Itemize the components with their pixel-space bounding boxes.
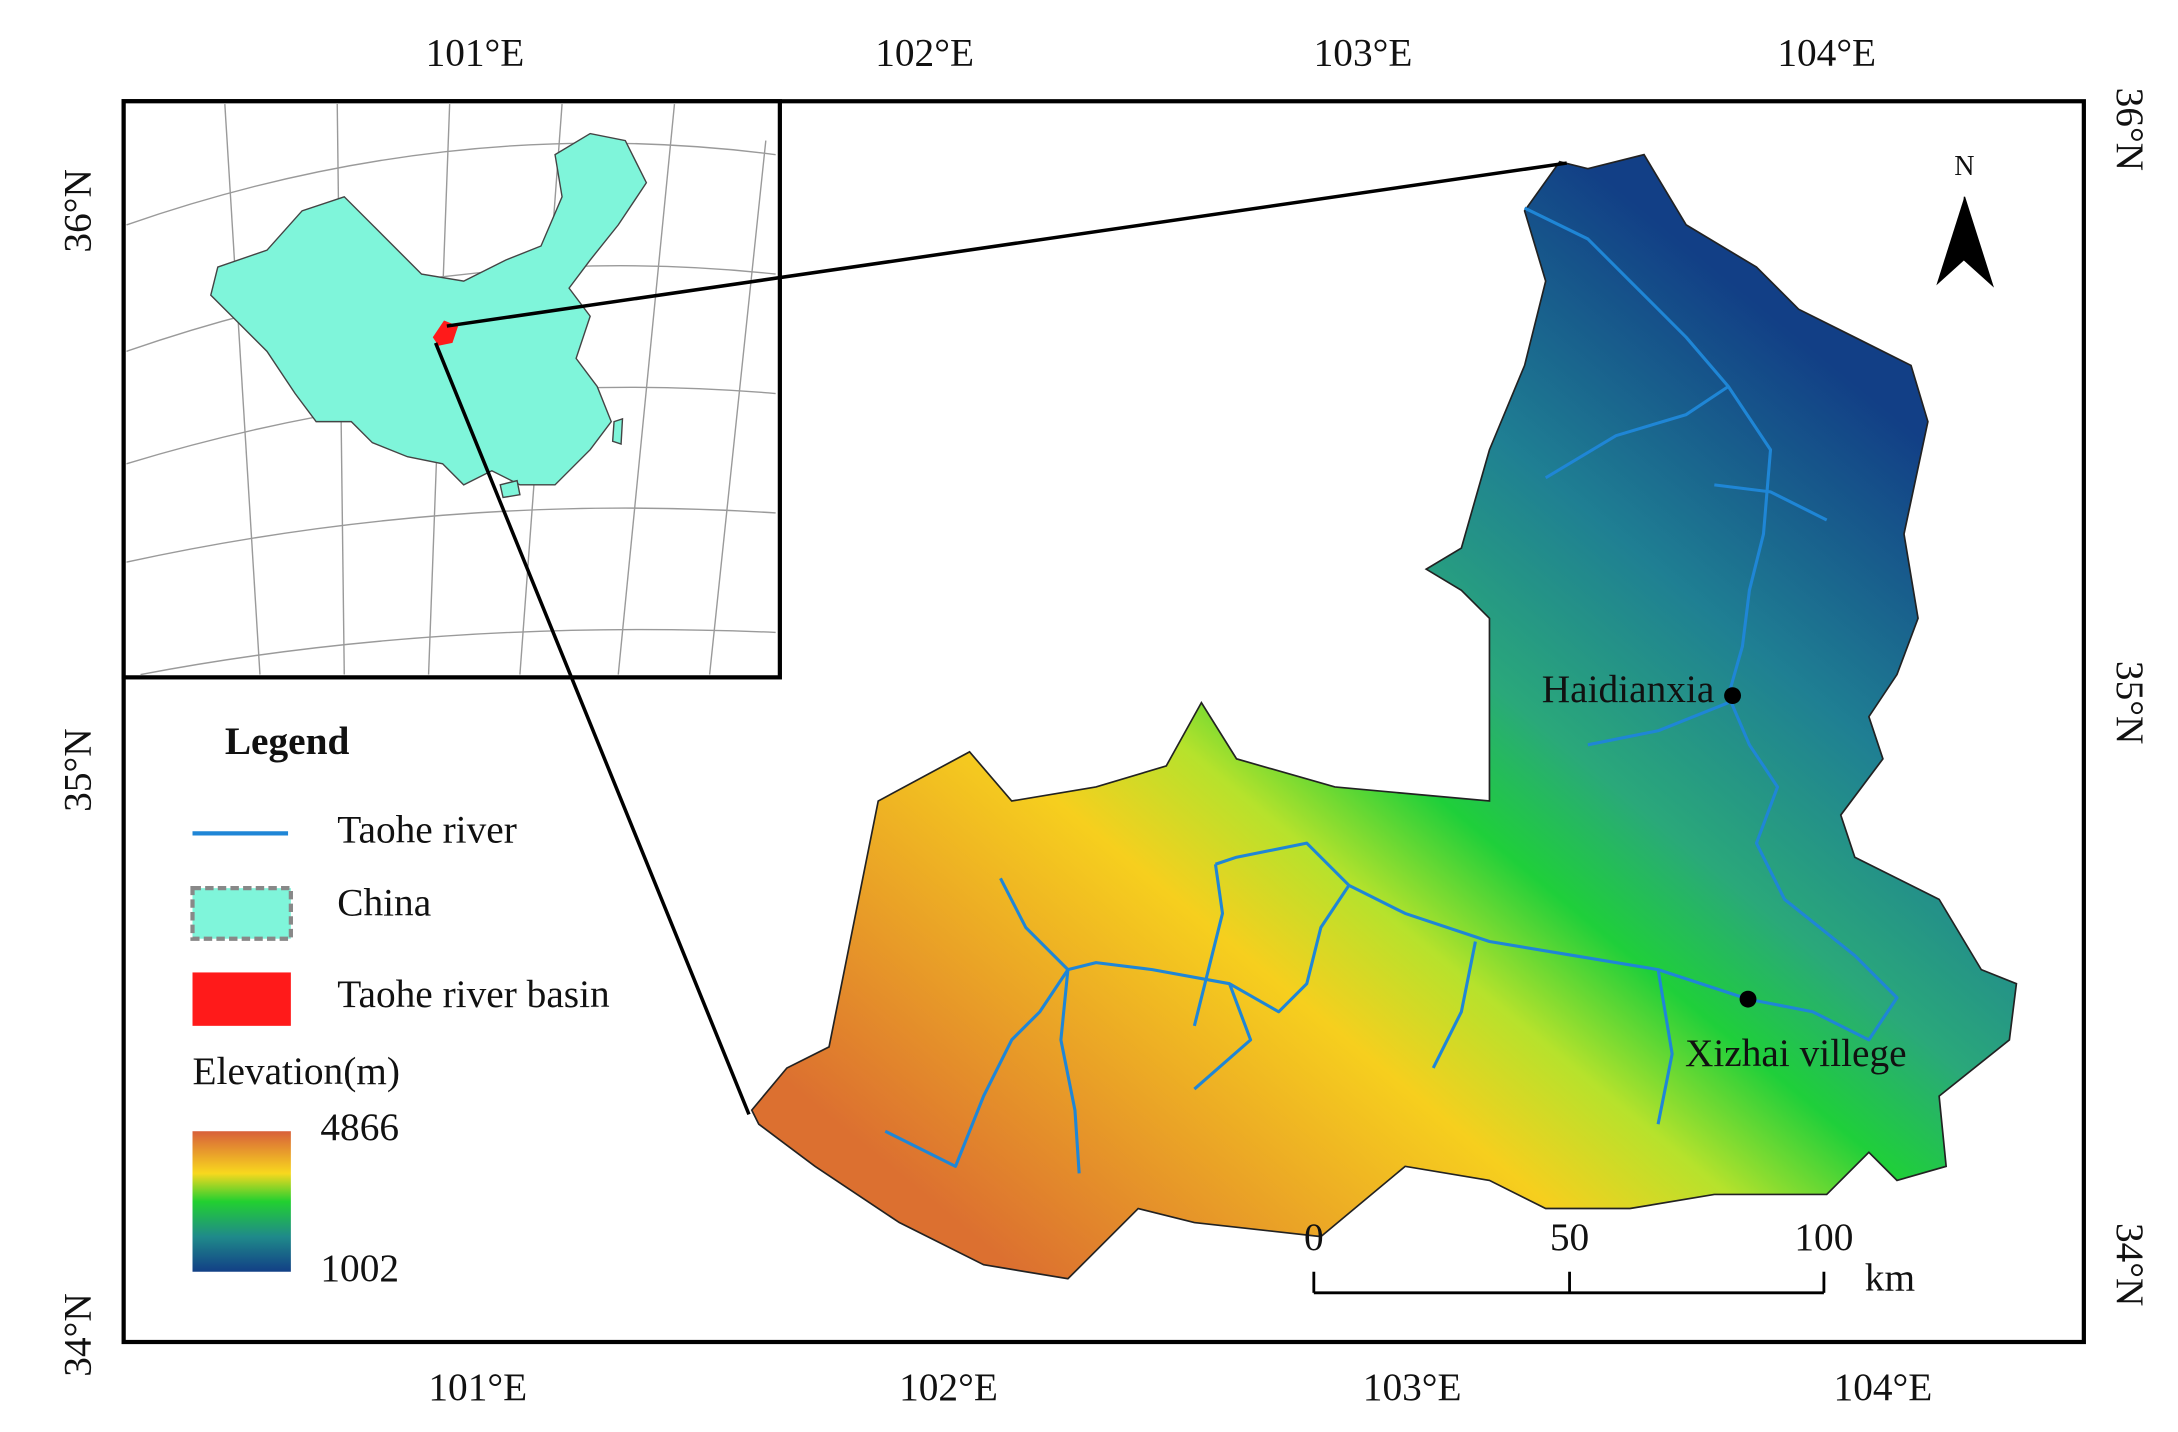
bottom-label: 103°E	[1363, 1365, 1462, 1409]
north-arrow	[1963, 196, 1994, 288]
bottom-label: 101°E	[428, 1365, 527, 1409]
right-label: 35°N	[2108, 661, 2152, 744]
elevation-colorbar	[192, 1131, 291, 1272]
rivers	[884, 206, 1899, 1174]
site-marker	[1739, 990, 1757, 1008]
hainan	[499, 479, 521, 499]
left-label: 34°N	[56, 1293, 100, 1376]
legend-item: Taohe river basin	[337, 972, 610, 1016]
legend-china-swatch	[190, 886, 293, 941]
china	[209, 132, 648, 486]
top-label: 103°E	[1314, 30, 1413, 74]
scale-unit: km	[1865, 1256, 1915, 1300]
top-label: 101°E	[426, 30, 525, 74]
bottom-label: 102°E	[899, 1365, 998, 1409]
north-label: N	[1954, 151, 1974, 182]
legend-title: Legend	[225, 719, 350, 763]
bottom-label: 104°E	[1834, 1365, 1933, 1409]
zoom-line	[433, 342, 751, 1116]
left-label: 36°N	[56, 169, 100, 252]
right-label: 36°N	[2108, 88, 2152, 171]
legend-basin-swatch	[192, 972, 291, 1026]
legend-item: China	[337, 880, 431, 924]
top-label: 104°E	[1777, 30, 1876, 74]
right-label: 34°N	[2108, 1223, 2152, 1306]
site-marker	[1724, 687, 1741, 705]
scale-label: 0	[1304, 1215, 1324, 1259]
elevation-min: 1002	[320, 1246, 399, 1290]
zoom-line	[446, 161, 1568, 328]
site-label: Xizhai villege	[1685, 1031, 1907, 1075]
scale-label: 100	[1794, 1215, 1853, 1259]
left-label: 35°N	[56, 728, 100, 811]
legend-elevation-title: Elevation(m)	[193, 1049, 400, 1093]
legend-item: Taohe river	[337, 807, 517, 851]
scale-label: 50	[1550, 1215, 1589, 1259]
site-label: Haidianxia	[1542, 667, 1715, 711]
elevation-max: 4866	[320, 1105, 399, 1149]
taiwan	[611, 417, 624, 446]
north-arrow	[1936, 196, 1965, 286]
scale-bar	[1312, 1271, 1826, 1295]
top-label: 102°E	[875, 30, 974, 74]
basin	[750, 153, 2018, 1280]
